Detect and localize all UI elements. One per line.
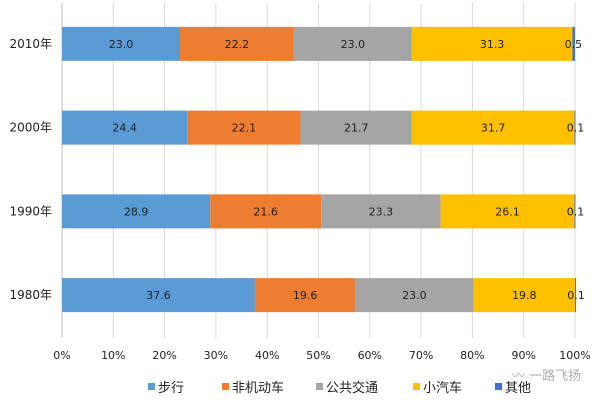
bar-segment — [179, 26, 294, 61]
bar-segment — [411, 26, 573, 61]
data-label: 24.4 — [112, 122, 137, 135]
legend-swatch — [495, 383, 502, 390]
category-label: 2010年 — [9, 37, 52, 51]
data-label: 23.0 — [109, 38, 134, 51]
bar-segment — [210, 194, 322, 229]
bar-segment — [187, 110, 301, 145]
bar-segment — [575, 278, 576, 313]
legend-label: 步行 — [158, 381, 184, 396]
x-tick-label: 60% — [358, 349, 382, 362]
bar-segment — [62, 110, 188, 145]
legend-label: 非机动车 — [232, 380, 284, 396]
x-tick-label: 50% — [306, 349, 330, 362]
data-label: 22.2 — [225, 38, 250, 51]
bar-segment — [574, 194, 576, 229]
bar-segment — [254, 278, 356, 313]
category-label: 2000年 — [9, 121, 52, 135]
data-label: 0.5 — [565, 38, 583, 51]
bar-segment — [355, 278, 474, 313]
data-label: 0.1 — [567, 289, 585, 302]
x-tick-label: 40% — [255, 349, 279, 362]
x-tick-label: 0% — [53, 349, 70, 362]
legend-label: 其他 — [505, 381, 531, 396]
legend-swatch — [222, 383, 229, 390]
data-label: 0.1 — [567, 122, 585, 135]
data-label: 21.7 — [344, 122, 369, 135]
legend-swatch — [316, 383, 323, 390]
data-label: 31.7 — [481, 122, 506, 135]
bar-segment — [300, 110, 412, 145]
watermark: 〰 一路飞扬 — [512, 368, 581, 384]
data-label: 22.1 — [232, 122, 257, 135]
x-tick-label: 30% — [204, 349, 228, 362]
category-label: 1980年 — [9, 288, 52, 302]
x-tick-label: 70% — [409, 349, 433, 362]
data-label: 28.9 — [124, 205, 149, 218]
data-label: 26.1 — [495, 205, 520, 218]
legend-swatch — [148, 383, 155, 390]
bar-segment — [440, 194, 575, 229]
bar-segment — [62, 278, 255, 313]
bar-segment — [411, 110, 575, 145]
bar-segment — [62, 26, 180, 61]
x-tick-label: 80% — [460, 349, 484, 362]
data-label: 23.0 — [402, 289, 427, 302]
legend-label: 公共交通 — [326, 380, 378, 396]
x-tick-label: 20% — [152, 349, 176, 362]
x-tick-label: 10% — [101, 349, 125, 362]
bar-segment — [574, 110, 576, 145]
category-label: 1990年 — [9, 204, 52, 218]
data-label: 19.8 — [512, 289, 537, 302]
bar-segment — [293, 26, 412, 61]
data-label: 23.3 — [369, 205, 394, 218]
bar-segment — [321, 194, 441, 229]
legend-label: 小汽车 — [423, 380, 462, 396]
data-label: 37.6 — [146, 289, 171, 302]
x-tick-label: 100% — [559, 349, 590, 362]
x-tick-label: 90% — [511, 349, 535, 362]
bar-segment — [62, 194, 211, 229]
data-label: 0.1 — [567, 205, 585, 218]
legend-swatch — [413, 383, 420, 390]
data-label: 21.6 — [253, 205, 278, 218]
data-label: 19.6 — [293, 289, 318, 302]
bar-segment — [473, 278, 575, 313]
data-label: 31.3 — [480, 38, 505, 51]
data-label: 23.0 — [341, 38, 366, 51]
bar-segment — [572, 26, 575, 61]
